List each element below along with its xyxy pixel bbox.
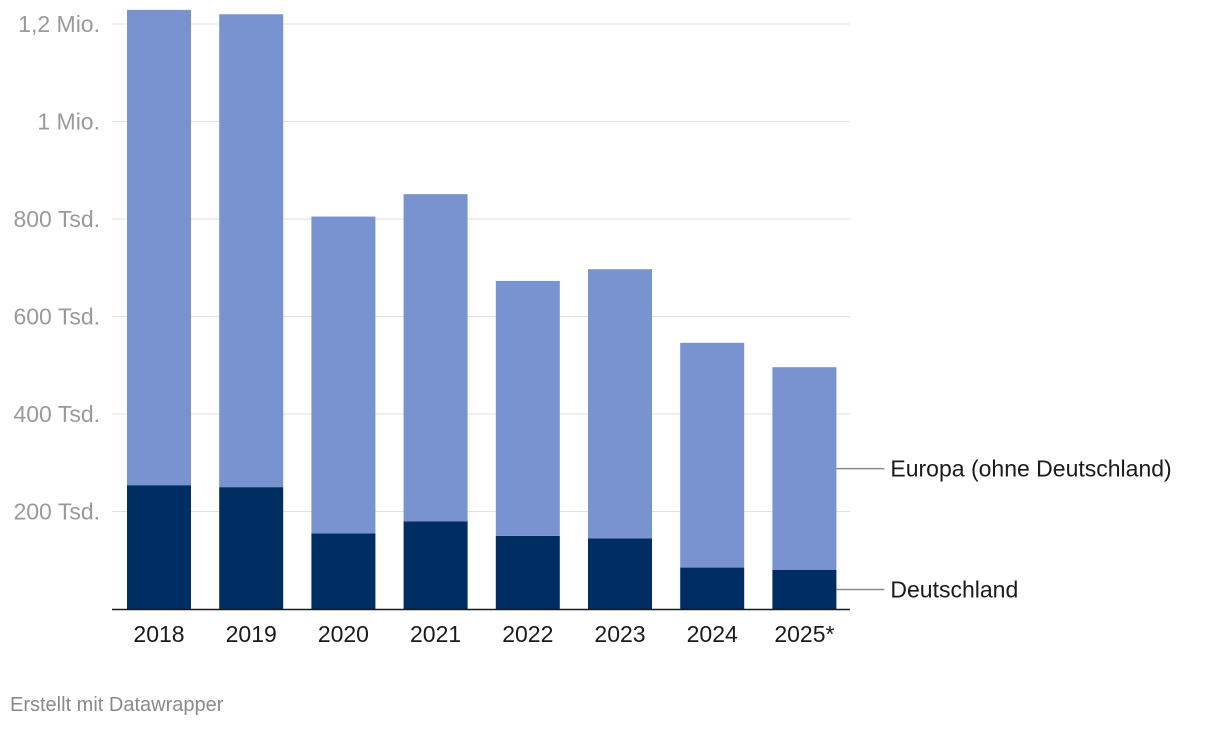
bar-europa-2021 xyxy=(403,194,468,522)
bars xyxy=(127,9,837,609)
bar-europa-2022 xyxy=(495,280,560,536)
y-tick-label: 1 Mio. xyxy=(37,109,100,135)
bar-europa-2018 xyxy=(127,9,191,486)
bar-deutschland-2024 xyxy=(680,567,745,609)
y-tick-label: 200 Tsd. xyxy=(13,499,100,525)
bar-europa-2025 xyxy=(772,367,837,570)
y-tick-label: 600 Tsd. xyxy=(13,304,100,330)
bar-europa-2020 xyxy=(311,216,376,534)
x-axis-ticks: 2018 2019 2020 2021 2022 2023 2024 2025* xyxy=(112,608,850,647)
bar-europa-2023 xyxy=(588,269,652,539)
x-tick-label: 2019 xyxy=(226,621,277,647)
series-label: Deutschland xyxy=(890,577,1018,603)
bar-europa-2019 xyxy=(219,14,284,488)
x-tick-label: 2022 xyxy=(502,621,553,647)
x-tick-label: 2021 xyxy=(410,621,461,647)
bar-deutschland-2019 xyxy=(219,487,284,609)
x-tick-label: 2023 xyxy=(594,621,645,647)
y-tick-label: 800 Tsd. xyxy=(13,206,100,232)
x-tick-label: 2024 xyxy=(687,621,738,647)
x-tick-label: 2020 xyxy=(318,621,369,647)
bar-deutschland-2018 xyxy=(127,485,191,609)
y-tick-label: 400 Tsd. xyxy=(13,401,100,427)
x-tick-label: 2018 xyxy=(133,621,184,647)
y-tick-label: 1,2 Mio. xyxy=(18,11,100,37)
series-label: Europa (ohne Deutschland) xyxy=(890,456,1171,482)
bar-deutschland-2022 xyxy=(495,535,560,609)
bar-deutschland-2021 xyxy=(403,521,468,609)
bar-deutschland-2020 xyxy=(311,533,376,609)
bar-europa-2024 xyxy=(680,342,745,568)
y-axis-ticks: 200 Tsd. 400 Tsd. 600 Tsd. 800 Tsd. 1 Mio. 1,… xyxy=(13,11,100,525)
bar-deutschland-2023 xyxy=(588,538,652,609)
bar-deutschland-2025 xyxy=(772,570,837,609)
x-tick-label: 2025* xyxy=(774,621,834,647)
stacked-bar-chart: 200 Tsd. 400 Tsd. 600 Tsd. 800 Tsd. 1 Mio. 1,… xyxy=(13,9,1172,647)
footer-credit: Erstellt mit Datawrapper xyxy=(10,694,224,716)
series-labels: Deutschland Europa (ohne Deutschland) xyxy=(836,456,1172,603)
